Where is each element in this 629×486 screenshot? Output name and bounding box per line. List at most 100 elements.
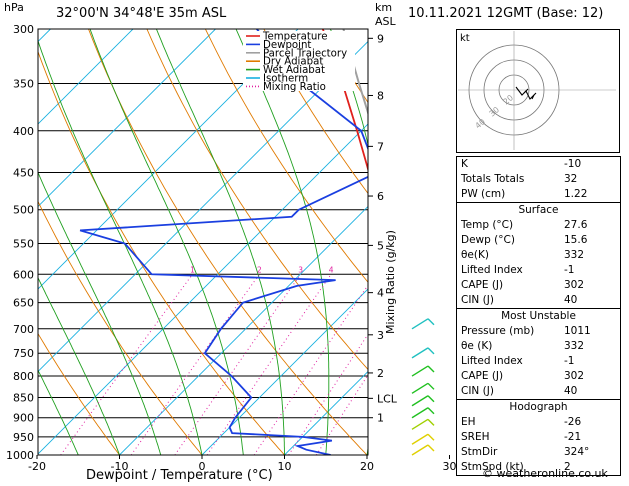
surface-label: CAPE (J): [461, 279, 504, 291]
isotherm: [201, 288, 368, 455]
wind-barb: [411, 365, 429, 377]
x-tick-label: -20: [28, 460, 46, 473]
mixing-ratio-label: 1: [190, 265, 195, 274]
most-unstable-label: Lifted Index: [461, 355, 523, 367]
pressure-tick-650: 650: [13, 297, 34, 310]
isotherm: [38, 40, 368, 373]
surface-label: Lifted Index: [461, 264, 523, 276]
most-unstable-row: Lifted Index -1: [457, 354, 620, 369]
pressure-tick-900: 900: [13, 412, 34, 425]
pressure-tick-600: 600: [13, 268, 34, 281]
hodograph-stat-value: 2: [564, 461, 571, 473]
isotherm: [119, 205, 368, 455]
legend-label: Isotherm: [263, 74, 308, 85]
index-row: PW (cm) 1.22: [457, 187, 620, 202]
wind-barb: [411, 318, 429, 330]
surface-label: Temp (°C): [461, 219, 514, 231]
km-unit-text: km: [375, 1, 393, 14]
hodograph-stat-row: EH -26: [457, 415, 620, 430]
pressure-tick-1000: 1000: [6, 449, 34, 462]
mixing-ratio-label: 10: [429, 265, 439, 274]
hodograph-unit-label: kt: [460, 33, 470, 44]
legend-label: Wet Adiabat: [263, 65, 325, 76]
index-label: PW (cm): [461, 188, 506, 200]
legend-label: Dewpoint: [263, 40, 311, 51]
most-unstable-label: θe (K): [461, 340, 493, 352]
mixing-ratio-line: [315, 374, 368, 455]
isotherm: [38, 29, 216, 208]
wind-barb-flag: [427, 407, 435, 415]
dry-adiabat: [38, 50, 285, 455]
pressure-tick-350: 350: [13, 78, 34, 91]
pressure-tick-750: 750: [13, 347, 34, 360]
most-unstable-value: 40: [564, 385, 578, 397]
surface-value: -1: [564, 264, 575, 276]
x-tick-label: -10: [111, 460, 129, 473]
copyright-footer: © weatheronline.co.uk: [482, 467, 608, 480]
surface-label: θe(K): [461, 249, 489, 261]
most-unstable-label: CAPE (J): [461, 370, 504, 382]
mixing-ratio-line: [206, 274, 332, 455]
x-tick-label: 10: [278, 460, 292, 473]
surface-row: Lifted Index -1: [457, 263, 620, 278]
hodograph-stat-value: 324°: [564, 446, 590, 458]
legend-label: Mixing Ratio: [263, 82, 326, 93]
pressure-tick-800: 800: [13, 370, 34, 383]
wind-barb: [411, 433, 429, 445]
pressure-tick-300: 300: [13, 23, 34, 36]
pressure-tick-500: 500: [13, 204, 34, 217]
surface-value: 15.6: [564, 234, 588, 246]
wind-barb: [411, 444, 429, 456]
mixing-ratio-label: 4: [329, 265, 334, 274]
isotherm: [38, 29, 134, 125]
isotherm: [38, 29, 299, 290]
station-location: 32°00'N 34°48'E 35m ASL: [56, 6, 227, 21]
pressure-tick-950: 950: [13, 431, 34, 444]
series-dewpoint: [79, 29, 368, 455]
wind-barb: [411, 407, 429, 419]
mixing-ratio-label: 2: [257, 265, 262, 274]
most-unstable-row: θe (K) 332: [457, 339, 620, 354]
x-tick-label: 0: [199, 460, 206, 473]
wind-barb-flag: [427, 365, 435, 373]
wet-adiabat: [89, 29, 244, 455]
km-tick-label: 3: [377, 329, 384, 342]
dry-adiabat: [88, 29, 368, 455]
km-tick-label: 7: [377, 140, 384, 153]
most-unstable-value: 1011: [564, 325, 591, 337]
hodograph-stat-label: EH: [461, 416, 476, 428]
isotherm: [38, 123, 368, 455]
index-value: 32: [564, 173, 578, 185]
km-tick-label: 1: [377, 412, 384, 425]
x-tick-label: 30: [443, 460, 457, 473]
dry-adiabat: [38, 332, 120, 455]
surface-value: 40: [564, 294, 578, 306]
dry-adiabat: [38, 200, 203, 455]
hodograph-stat-row: StmSpd (kt) 2: [457, 460, 620, 475]
mixing-ratio-axis-label: Mixing Ratio (g/kg): [384, 230, 397, 334]
wet-adiabat: [38, 369, 79, 455]
indices-table: K -10 Totals Totals 32 PW (cm) 1.22 Surface T…: [456, 156, 621, 476]
wind-barb-flag: [427, 418, 435, 426]
pressure-tick-550: 550: [13, 237, 34, 250]
surface-row: Dewp (°C) 15.6: [457, 233, 620, 248]
wet-adiabat: [38, 39, 203, 455]
km-tick-label: 6: [377, 190, 384, 203]
wet-adiabat: [329, 29, 368, 455]
wind-barb-flag: [427, 395, 435, 403]
wind-barb-flag: [427, 444, 435, 452]
most-unstable-row: CAPE (J) 302: [457, 369, 620, 384]
dry-adiabat: [146, 29, 368, 371]
surface-row: CIN (J) 40: [457, 293, 620, 308]
wind-barb: [411, 382, 429, 394]
hodograph-stat-value: -21: [564, 431, 582, 443]
asl-unit-text: ASL: [375, 15, 396, 28]
surface-row: θe(K) 332: [457, 248, 620, 263]
surface-row: CAPE (J) 302: [457, 278, 620, 293]
dry-adiabat: [204, 29, 368, 283]
most-unstable-value: -1: [564, 355, 575, 367]
wind-barb-flag: [427, 318, 435, 326]
sounding-datetime: 10.11.2021 12GMT (Base: 12): [408, 6, 604, 21]
